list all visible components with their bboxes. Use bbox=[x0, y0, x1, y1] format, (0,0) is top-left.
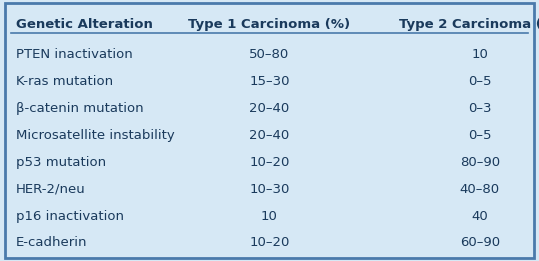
Text: 40–80: 40–80 bbox=[460, 183, 500, 196]
Text: Type 1 Carcinoma (%): Type 1 Carcinoma (%) bbox=[189, 18, 350, 31]
Text: 20–40: 20–40 bbox=[250, 102, 289, 115]
Text: 10: 10 bbox=[261, 210, 278, 223]
Text: 10–20: 10–20 bbox=[250, 156, 289, 169]
Text: Genetic Alteration: Genetic Alteration bbox=[16, 18, 153, 31]
Text: 80–90: 80–90 bbox=[460, 156, 500, 169]
Text: Microsatellite instability: Microsatellite instability bbox=[16, 129, 175, 142]
Text: PTEN inactivation: PTEN inactivation bbox=[16, 48, 133, 61]
Text: 10–30: 10–30 bbox=[250, 183, 289, 196]
Text: Type 2 Carcinoma (%): Type 2 Carcinoma (%) bbox=[399, 18, 539, 31]
Text: 60–90: 60–90 bbox=[460, 236, 500, 250]
Text: 10: 10 bbox=[471, 48, 488, 61]
Text: 0–5: 0–5 bbox=[468, 129, 492, 142]
Text: β-catenin mutation: β-catenin mutation bbox=[16, 102, 144, 115]
Text: 40: 40 bbox=[471, 210, 488, 223]
Text: 10–20: 10–20 bbox=[250, 236, 289, 250]
Text: E-cadherin: E-cadherin bbox=[16, 236, 88, 250]
Text: 15–30: 15–30 bbox=[249, 75, 290, 88]
Text: K-ras mutation: K-ras mutation bbox=[16, 75, 113, 88]
Text: p53 mutation: p53 mutation bbox=[16, 156, 106, 169]
Text: 0–5: 0–5 bbox=[468, 75, 492, 88]
FancyBboxPatch shape bbox=[5, 3, 534, 258]
Text: p16 inactivation: p16 inactivation bbox=[16, 210, 124, 223]
Text: 0–3: 0–3 bbox=[468, 102, 492, 115]
Text: HER-2/neu: HER-2/neu bbox=[16, 183, 86, 196]
Text: 20–40: 20–40 bbox=[250, 129, 289, 142]
Text: 50–80: 50–80 bbox=[250, 48, 289, 61]
